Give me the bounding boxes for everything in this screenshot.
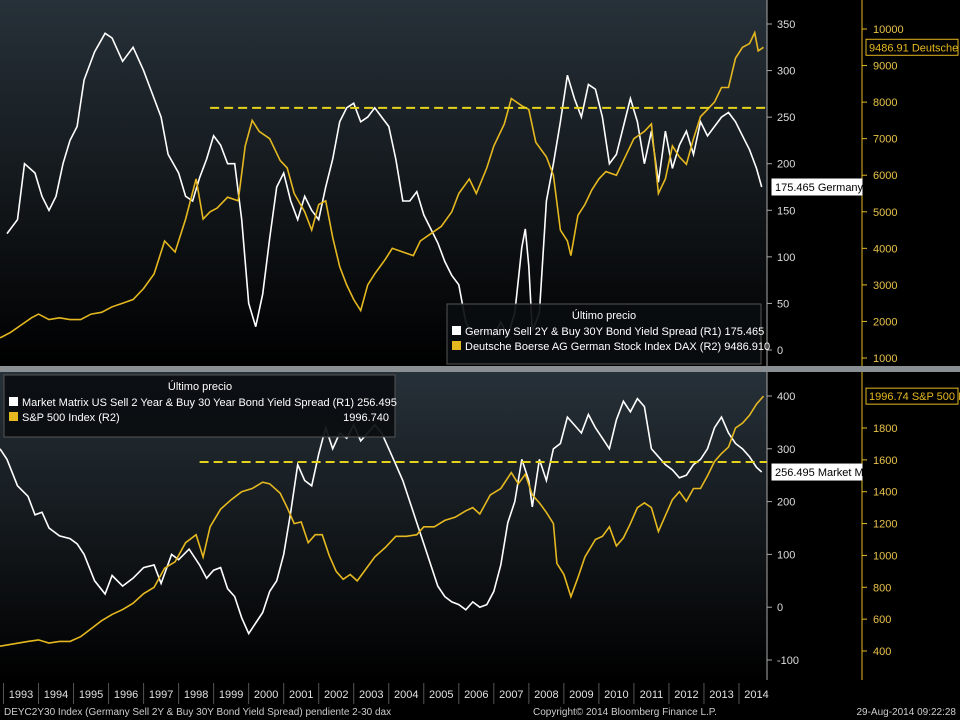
- legend-swatch: [9, 397, 18, 406]
- right-tick-label: 1600: [873, 455, 897, 467]
- year-label: 1999: [219, 689, 243, 701]
- left-tick-label: 400: [777, 391, 795, 403]
- left-tick-label: 100: [777, 549, 795, 561]
- legend-entry: Deutsche Boerse AG German Stock Index DA…: [465, 341, 770, 353]
- right-tick-label: 7000: [873, 134, 897, 146]
- legend-entry: Germany Sell 2Y & Buy 30Y Bond Yield Spr…: [465, 326, 764, 338]
- right-tick-label: 1400: [873, 487, 897, 499]
- year-label: 2007: [499, 689, 523, 701]
- left-tick-label: 350: [777, 19, 795, 31]
- left-tick-label: 200: [777, 497, 795, 509]
- series-line-index: [0, 395, 765, 647]
- right-tick-label: 1000: [873, 353, 897, 365]
- right-tick-label: 1800: [873, 423, 897, 435]
- left-tick-label: 200: [777, 159, 795, 171]
- right-tick-label: 2000: [873, 316, 897, 328]
- year-label: 1997: [149, 689, 173, 701]
- footer-right: 29-Aug-2014 09:22:28: [856, 707, 956, 718]
- year-label: 2012: [674, 689, 698, 701]
- right-tick-label: 1000: [873, 550, 897, 562]
- year-label: 1996: [114, 689, 138, 701]
- left-tick-label: 100: [777, 252, 795, 264]
- year-label: 1993: [9, 689, 33, 701]
- panel-separator: [0, 366, 960, 372]
- legend-entry-value: 1996.740: [343, 412, 389, 424]
- gold-value-tag: [865, 387, 959, 405]
- legend-swatch: [452, 326, 461, 335]
- left-tick-label: 300: [777, 444, 795, 456]
- footer-center: Copyright© 2014 Bloomberg Finance L.P.: [533, 707, 717, 718]
- right-tick-label: 800: [873, 582, 891, 594]
- right-tick-label: 6000: [873, 170, 897, 182]
- right-tick-label: 400: [873, 646, 891, 658]
- right-tick-label: 10000: [873, 24, 904, 36]
- gold-value-tag: [865, 38, 959, 56]
- white-value-tag: [771, 463, 863, 481]
- panel-1: 0 50 100 150 200 250 300 350 1000 2000 3000 4000 500…: [0, 19, 959, 365]
- year-label: 2001: [289, 689, 313, 701]
- legend-swatch: [9, 412, 18, 421]
- left-tick-label: 150: [777, 205, 795, 217]
- legend-entry: Market Matrix US Sell 2 Year & Buy 30 Ye…: [22, 397, 397, 409]
- year-label: 1998: [184, 689, 208, 701]
- panel-2: -100 0 100 200 300 400 400 600 800 1000 1200 1400 16…: [0, 374, 960, 667]
- year-label: 1994: [44, 689, 68, 701]
- year-label: 2005: [429, 689, 453, 701]
- year-label: 2000: [254, 689, 278, 701]
- left-tick-label: 0: [777, 602, 783, 614]
- right-tick-label: 8000: [873, 97, 897, 109]
- white-value-tag-label: 175.465 Germany S: [775, 182, 873, 194]
- year-label: 2010: [604, 689, 628, 701]
- right-tick-label: 3000: [873, 280, 897, 292]
- left-tick-label: 50: [777, 298, 789, 310]
- white-value-tag-label: 256.495 Market Ma: [775, 467, 871, 479]
- right-tick-label: 600: [873, 614, 891, 626]
- right-tick-label: 4000: [873, 243, 897, 255]
- legend-box: [3, 374, 396, 438]
- year-label: 2011: [640, 689, 664, 701]
- right-tick-label: 5000: [873, 207, 897, 219]
- white-value-tag: [771, 178, 863, 196]
- year-label: 2013: [709, 689, 733, 701]
- left-tick-label: 0: [777, 345, 783, 357]
- gold-value-tag-label: 1996.74 S&P 500 I: [869, 391, 960, 403]
- left-tick-label: 250: [777, 112, 795, 124]
- year-label: 2009: [569, 689, 593, 701]
- legend-entry: S&P 500 Index (R2): [22, 412, 120, 424]
- series-line-spread: [0, 397, 763, 636]
- gold-value-tag-label: 9486.91 Deutsche: [869, 42, 958, 54]
- year-label: 2008: [534, 689, 558, 701]
- year-label: 2004: [394, 689, 418, 701]
- year-label: 2014: [744, 689, 768, 701]
- footer-left: DEYC2Y30 Index (Germany Sell 2Y & Buy 30…: [4, 707, 391, 718]
- legend-swatch: [452, 341, 461, 350]
- legend-title: Último precio: [168, 380, 232, 393]
- year-label: 2006: [464, 689, 488, 701]
- year-label: 2002: [324, 689, 348, 701]
- year-label: 2003: [359, 689, 383, 701]
- x-axis-years: 1993 1994 1995 1996 1997 1998 1999 2000 2001 2002…: [3, 683, 769, 704]
- right-tick-label: 1200: [873, 519, 897, 531]
- legend-title: Último precio: [572, 309, 636, 322]
- series-line-spread: [6, 32, 763, 339]
- legend-box: [446, 303, 762, 365]
- left-tick-label: 300: [777, 66, 795, 78]
- right-tick-label: 9000: [873, 61, 897, 73]
- series-line-index: [0, 30, 764, 339]
- left-tick-label: -100: [777, 655, 799, 667]
- year-label: 1995: [79, 689, 103, 701]
